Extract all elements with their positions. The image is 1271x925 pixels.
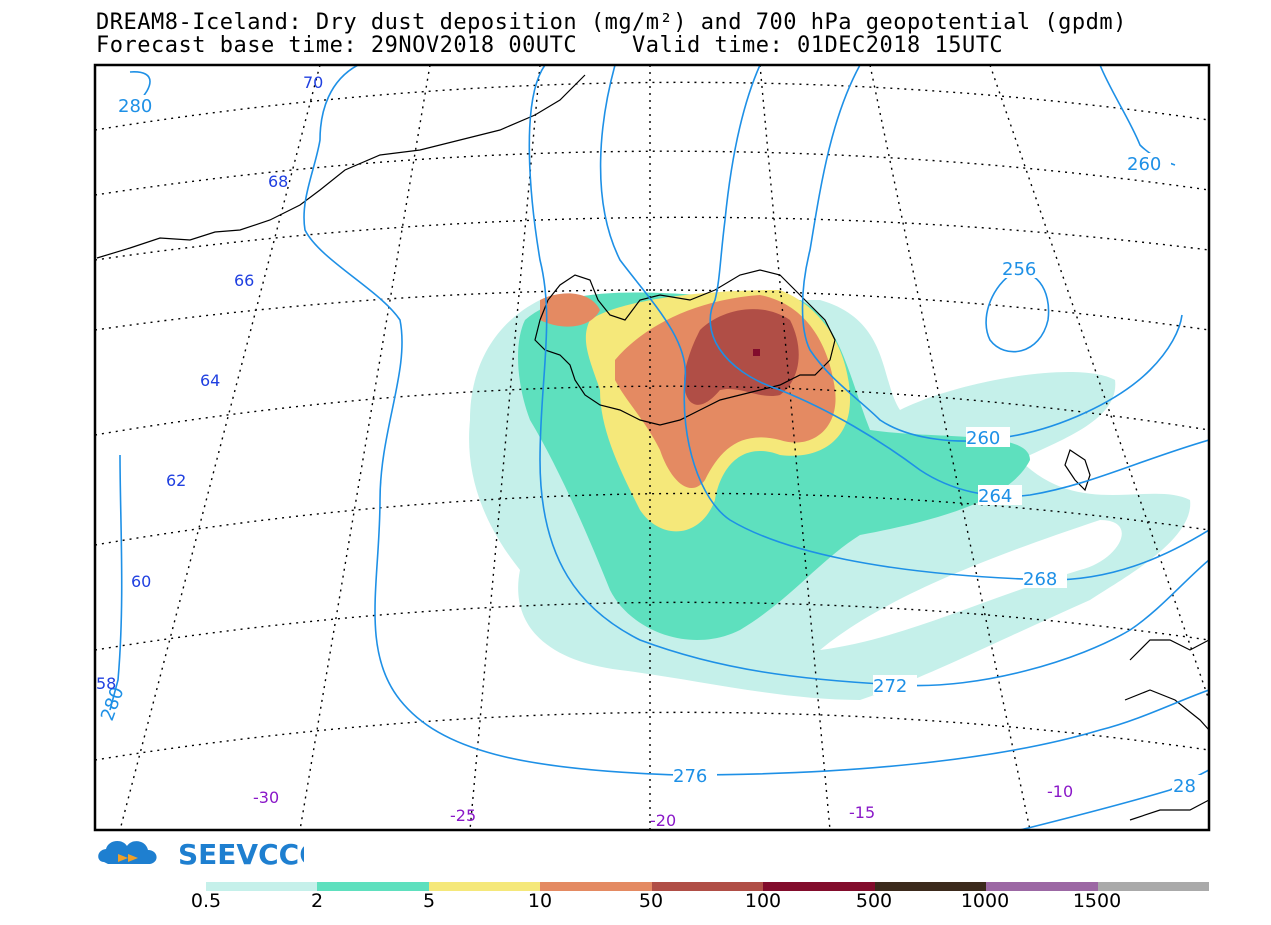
legend-swatch <box>874 882 987 891</box>
contour-labels: 280 276 272 268 264 260 256 260 280 28 <box>97 95 1206 797</box>
lat-label: 66 <box>234 271 254 290</box>
contour-label: 268 <box>1023 569 1057 590</box>
lon-label: -25 <box>450 806 476 825</box>
map-frame <box>93 63 1211 832</box>
legend-label: 0.5 <box>190 890 222 912</box>
legend-label: 10 <box>527 890 553 912</box>
lon-label: -30 <box>253 788 279 807</box>
contour-label: 256 <box>1002 259 1036 280</box>
legend-swatch <box>1097 882 1209 891</box>
legend-swatch <box>317 882 429 891</box>
map-subtitle: Forecast base time: 29NOV2018 00UTC Vali… <box>96 33 1004 58</box>
longitude-labels: -30 -25 -20 -15 -10 <box>253 782 1073 830</box>
legend-swatch <box>651 882 764 891</box>
seevccc-logo: SEEVCCC <box>94 832 320 874</box>
legend-label: 1000 <box>960 890 1010 912</box>
legend-label: 100 <box>744 890 782 912</box>
lat-label: 64 <box>200 371 220 390</box>
map-title: DREAM8-Iceland: Dry dust deposition (mg/… <box>96 10 1127 35</box>
contour-label: 272 <box>873 676 907 697</box>
contour-label: 28 <box>1173 776 1196 797</box>
lat-label: 62 <box>166 471 186 490</box>
cloud-icon: SEEVCCC <box>98 838 320 871</box>
geopotential-contours <box>109 65 1209 830</box>
lat-label: 70 <box>303 73 323 92</box>
lon-label: -10 <box>1047 782 1073 801</box>
coastlines <box>96 74 1209 821</box>
legend-label: 50 <box>638 890 664 912</box>
legend-colorbar <box>206 882 1209 891</box>
latitude-labels: 70 68 66 64 62 60 58 <box>96 73 323 693</box>
legend-label: 2 <box>310 890 324 912</box>
lon-label: -15 <box>849 803 875 822</box>
contour-label: 276 <box>673 766 707 787</box>
logo-text: SEEVCCC <box>178 838 304 871</box>
dust-shading <box>469 290 1191 700</box>
legend-label: 1500 <box>1072 890 1122 912</box>
lat-label: 58 <box>96 674 116 693</box>
contour-label: 260 <box>1127 154 1161 175</box>
legend-swatch <box>206 882 318 891</box>
legend-swatch <box>986 882 1098 891</box>
legend-swatch <box>540 882 652 891</box>
legend-label: 500 <box>855 890 893 912</box>
legend-swatch <box>428 882 541 891</box>
legend-label: 5 <box>422 890 436 912</box>
lon-label: -20 <box>650 811 676 830</box>
contour-label: 280 <box>118 96 152 117</box>
contour-label: 264 <box>978 486 1012 507</box>
contour-label: 260 <box>966 428 1000 449</box>
lat-label: 68 <box>268 172 288 191</box>
legend-swatch <box>763 882 875 891</box>
lat-label: 60 <box>131 572 151 591</box>
graticule <box>95 65 1209 830</box>
